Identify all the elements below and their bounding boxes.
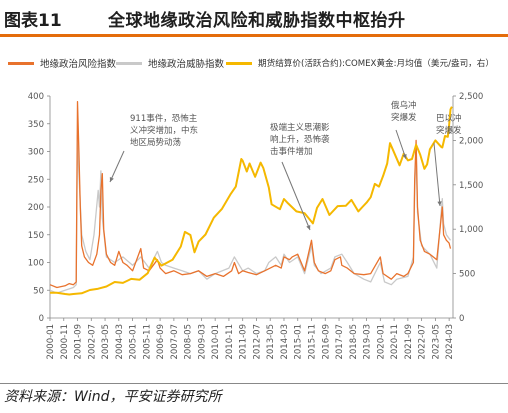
- y-right-tick-label: 2,500: [459, 92, 483, 102]
- x-tick-label: 2005-11: [142, 324, 152, 360]
- legend-item-threat: 地缘政治威胁指数: [116, 55, 224, 71]
- annotation-line: 巴以冲: [436, 113, 462, 124]
- x-tick-label: 2020-01: [376, 324, 386, 360]
- annotation-line: 911事件，恐怖主: [130, 113, 198, 124]
- x-tick-label: 2008-05: [184, 324, 194, 360]
- figure-title: 全球地缘政治风险和威胁指数中枢抬升: [108, 11, 406, 31]
- x-tick-label: 2011-09: [239, 324, 249, 360]
- header-rule: [0, 34, 508, 37]
- y-left-tick-label: 350: [28, 120, 44, 130]
- annotation-arrowhead: [437, 201, 442, 206]
- legend-swatch-gold: [226, 61, 252, 65]
- annotation-arrowhead: [109, 177, 114, 182]
- x-tick-label: 2004-03: [115, 324, 125, 360]
- annotation-arrow: [281, 161, 311, 231]
- annotation-arrow: [109, 150, 125, 183]
- annotation-line: 地区局势动荡: [130, 137, 182, 148]
- legend-swatch-gpr: [8, 61, 34, 65]
- x-tick-label: 2024-03: [445, 324, 455, 360]
- y-right-tick-label: 0: [459, 314, 464, 324]
- x-tick-label: 2022-07: [418, 324, 428, 360]
- x-tick-label: 2009-03: [197, 324, 207, 360]
- series-gold-line: [50, 106, 453, 296]
- y-left-tick-label: 200: [28, 203, 44, 213]
- source-note: 资料来源：Wind，平安证券研究所: [4, 389, 222, 405]
- annotation-line: 义冲突增加，中东: [130, 125, 198, 136]
- legend-item-gpr: 地缘政治风险指数: [8, 55, 116, 71]
- series-group: [49, 100, 453, 296]
- y-right-tick-label: 1,000: [459, 225, 483, 235]
- x-tick-label: 2002-07: [87, 324, 97, 360]
- x-tick-label: 2014-03: [280, 324, 290, 360]
- series-threat-line: [49, 134, 452, 294]
- annotation-line: 突爆发: [436, 125, 462, 136]
- x-tick-label: 2006-09: [156, 324, 166, 360]
- x-tick-label: 2021-09: [404, 324, 414, 360]
- chart-plot: 0 50 100 150 200 250 300 350 400 0 500 1,000 1,500 2,…: [28, 92, 484, 360]
- y-right-tick-label: 2,000: [459, 136, 483, 146]
- series-gpr-line: [49, 100, 452, 289]
- x-tick-label: 2010-01: [211, 324, 221, 360]
- x-tick-label: 2019-03: [363, 324, 373, 360]
- x-tick-label: 2000-11: [60, 324, 70, 360]
- annotation-line: 极端主义思潮影: [270, 122, 330, 133]
- annotation-line: 俄乌冲: [391, 100, 417, 111]
- x-tick-label: 2015-01: [294, 324, 304, 360]
- legend-item-gold: 期货结算价(活跃合约):COMEX黄金:月均值（美元/盎司，右）: [226, 55, 494, 71]
- y-left-tick-label: 250: [28, 175, 44, 185]
- axes-group: 0 50 100 150 200 250 300 350 400 0 500 1,000 1,500 2,…: [28, 92, 484, 360]
- x-tick-label: 2007-07: [170, 324, 180, 360]
- x-tick-label: 2001-09: [74, 324, 84, 360]
- annotation-text: 俄乌冲突爆发: [391, 100, 417, 123]
- legend-swatch-threat: [116, 61, 142, 65]
- annotation-text: 巴以冲突爆发: [436, 113, 462, 136]
- footer-rule: [0, 383, 508, 384]
- x-tick-label: 2020-11: [390, 324, 400, 360]
- x-tick-label: 2010-11: [225, 324, 235, 360]
- x-tick-label: 2012-07: [252, 324, 262, 360]
- legend-label-gpr: 地缘政治风险指数: [40, 59, 117, 70]
- annotation-line: 响上升，恐怖袭: [270, 134, 330, 145]
- x-tick-label: 2000-01: [46, 324, 56, 360]
- x-tick-label: 2016-09: [321, 324, 331, 360]
- y-left-tick-label: 0: [39, 314, 44, 324]
- annotation-line: 击事件增加: [270, 146, 313, 157]
- x-tick-label: 2017-07: [335, 324, 345, 360]
- y-left-tick-label: 400: [28, 92, 44, 102]
- chart-legend: 地缘政治风险指数 地缘政治威胁指数 期货结算价(活跃合约):COMEX黄金:月均…: [8, 55, 503, 71]
- y-right-tick-label: 500: [459, 270, 475, 280]
- figure-label: 图表11: [4, 11, 62, 31]
- x-tick-label: 2018-05: [349, 324, 359, 360]
- legend-label-gold: 期货结算价(活跃合约):COMEX黄金:月均值（美元/盎司，右）: [258, 59, 494, 69]
- annotation-arrowhead: [306, 225, 311, 230]
- legend-label-threat: 地缘政治威胁指数: [148, 59, 225, 70]
- y-left-tick-label: 300: [28, 148, 44, 158]
- y-left-tick-label: 150: [28, 231, 44, 241]
- annotation-text: 911事件，恐怖主义冲突增加，中东地区局势动荡: [130, 113, 198, 148]
- annotation-arrow: [433, 142, 441, 207]
- x-tick-label: 2005-01: [129, 324, 139, 360]
- annotation-line: 突爆发: [391, 112, 417, 123]
- x-tick-label: 2023-05: [431, 324, 441, 360]
- x-tick-label: 2003-05: [101, 324, 111, 360]
- annotation-arrowhead: [402, 154, 407, 159]
- x-tick-label: 2015-11: [308, 324, 318, 360]
- figure-header: 图表11 全球地缘政治风险和威胁指数中枢抬升: [0, 0, 508, 40]
- y-right-tick-label: 1,500: [459, 181, 483, 191]
- x-tick-label: 2013-05: [266, 324, 276, 360]
- annotation-arrow: [395, 129, 407, 160]
- y-left-tick-label: 100: [28, 259, 44, 269]
- annotation-text: 极端主义思潮影响上升，恐怖袭击事件增加: [270, 122, 330, 157]
- annotations-group: 911事件，恐怖主义冲突增加，中东地区局势动荡 极端主义思潮影响上升，恐怖袭击事件…: [109, 100, 462, 231]
- y-left-tick-label: 50: [33, 286, 44, 296]
